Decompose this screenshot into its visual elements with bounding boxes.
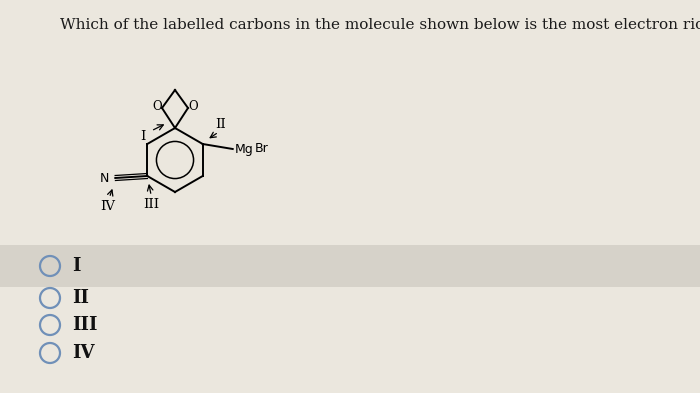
Text: Which of the labelled carbons in the molecule shown below is the most electron r: Which of the labelled carbons in the mol…: [60, 18, 700, 32]
Text: III: III: [72, 316, 97, 334]
Text: I: I: [140, 130, 146, 143]
Text: I: I: [72, 257, 80, 275]
Text: IV: IV: [72, 344, 94, 362]
Text: III: III: [144, 198, 160, 211]
Text: O: O: [188, 101, 198, 114]
Bar: [0, 245, 700, 287]
Text: IV: IV: [100, 200, 115, 213]
Text: Br: Br: [255, 143, 269, 156]
Text: O: O: [152, 101, 162, 114]
Text: II: II: [72, 289, 89, 307]
Text: Mg: Mg: [234, 143, 253, 156]
Text: N: N: [100, 171, 109, 184]
Text: II: II: [216, 118, 226, 130]
